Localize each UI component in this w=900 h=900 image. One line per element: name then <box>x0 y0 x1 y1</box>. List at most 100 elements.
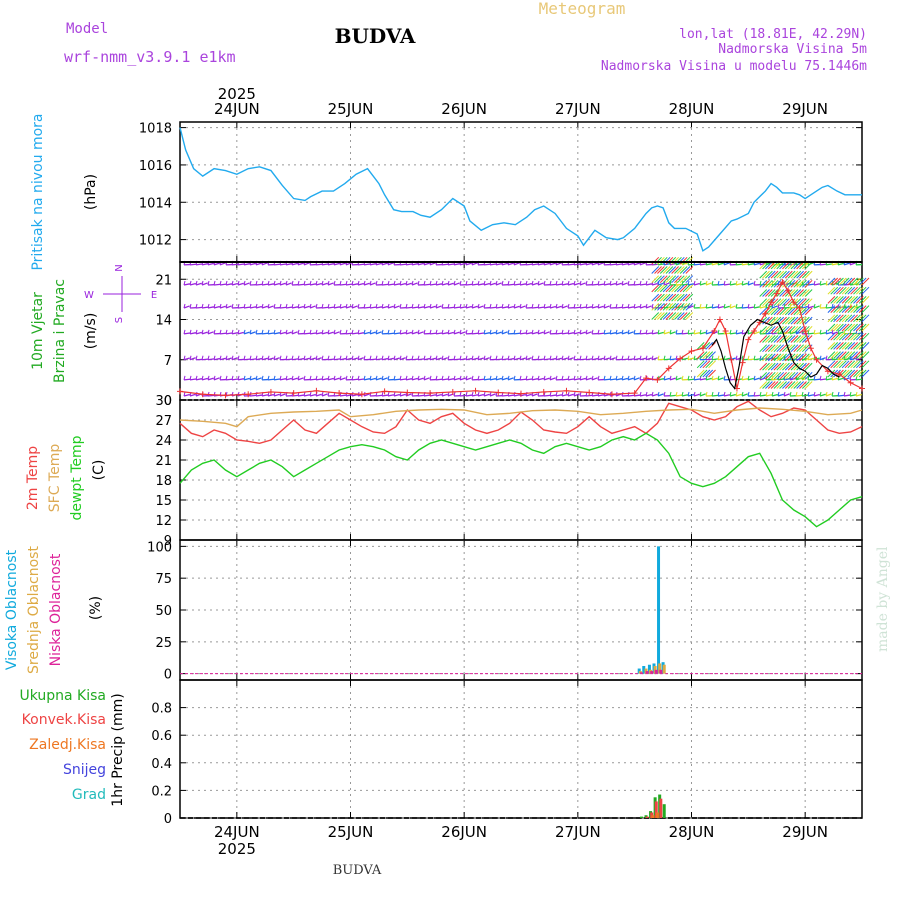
wind-barb <box>762 353 770 362</box>
wind-barb <box>783 306 791 309</box>
wind-barb-flag <box>327 375 330 380</box>
wind-barb-flag <box>333 280 336 286</box>
wind-barb-flag <box>573 280 576 286</box>
wind-barb-flag <box>477 329 480 334</box>
wind-barb-flag <box>495 355 498 360</box>
wind-barb-flag <box>195 375 198 380</box>
wind-barb-flag <box>351 280 354 286</box>
wind-barb-flag <box>555 355 558 360</box>
wind-barb <box>853 277 861 286</box>
wind-barb <box>674 302 682 311</box>
wind-barb-flag <box>561 303 564 309</box>
wind-barb <box>804 298 813 307</box>
wind-barb <box>679 312 688 320</box>
wind-barb <box>573 306 581 309</box>
wind-barb-flag <box>717 280 720 286</box>
wind-barb-flag <box>471 303 474 309</box>
wind-barb <box>207 377 214 381</box>
wind-barb-flag <box>381 303 384 309</box>
wind-barb <box>762 270 770 279</box>
wind-barb <box>591 377 598 381</box>
wind-barb <box>671 312 679 320</box>
wind-barb <box>702 360 711 369</box>
wind-barb <box>759 353 768 362</box>
wind-barb <box>729 332 737 335</box>
wind-barb <box>675 394 683 397</box>
wind-barb <box>369 377 376 381</box>
wind-barb-flag <box>351 375 354 380</box>
wind-barb-flag <box>687 355 690 360</box>
wind-barb <box>333 262 340 266</box>
conv_precip-bar <box>659 798 663 818</box>
wind-barb-flag <box>405 355 408 360</box>
precip-legend-label: Snijeg <box>63 762 106 778</box>
wind-barb-flag <box>237 375 240 380</box>
wind-barb-flag <box>693 329 696 334</box>
wind-barb-flag <box>207 303 210 309</box>
wind-barb-flag <box>645 280 648 286</box>
wind-barb <box>489 393 496 397</box>
wind-barb-flag <box>693 375 696 380</box>
wind-barb <box>804 362 813 371</box>
wind-barb <box>645 283 653 286</box>
wind-barb <box>291 358 299 361</box>
wind-barb <box>853 305 861 313</box>
wind-barb-flag <box>351 303 354 309</box>
wind-barb <box>795 394 803 397</box>
wind-barb <box>549 377 556 381</box>
wind-barb <box>639 305 646 309</box>
wind-barb <box>255 394 263 397</box>
wind-barb-flag <box>237 355 240 360</box>
wind-barb <box>321 306 329 309</box>
wind-barb <box>759 316 768 325</box>
wind-barb <box>627 331 634 335</box>
wind-barb-flag <box>309 375 312 380</box>
high_cloud-bar <box>642 666 646 674</box>
wind-barb-flag <box>711 391 714 397</box>
wind-barb <box>676 302 685 311</box>
wind-barb <box>799 261 807 270</box>
wind-barb-flag <box>627 280 630 286</box>
wind-barb <box>597 262 604 266</box>
wind-barb <box>759 325 768 334</box>
y-tick-label: 7 <box>164 354 172 369</box>
wind-barb <box>833 286 841 295</box>
wind-barb <box>477 305 484 309</box>
wind-barb <box>363 263 371 266</box>
wind-barb-flag <box>495 280 498 286</box>
wind-barb <box>838 305 847 313</box>
wind-barb <box>657 293 665 302</box>
wind-barb-flag <box>273 355 276 360</box>
wind-barb <box>729 393 736 397</box>
wind-barb <box>573 282 580 286</box>
wind-barb <box>793 270 802 279</box>
wind-barb <box>654 275 662 284</box>
wind-barb-flag <box>681 391 684 397</box>
wind-barb <box>767 353 776 362</box>
wind-barb <box>519 357 526 361</box>
wind-barb <box>525 357 532 361</box>
wind-barb-flag <box>825 355 828 360</box>
wind-barb <box>858 351 867 359</box>
wind-barb <box>711 306 719 309</box>
wind-barb <box>543 394 551 397</box>
wind-barb <box>525 263 533 266</box>
wind-barb-flag <box>843 391 846 397</box>
wind-barb-flag <box>387 355 390 360</box>
y-tick-label: 12 <box>155 514 172 529</box>
wind-barb-flag <box>423 280 426 286</box>
wind-barb <box>762 298 770 307</box>
wind-barb-flag <box>603 303 606 309</box>
wind-barb <box>855 351 864 359</box>
wind-barb <box>861 369 870 378</box>
y-tick-label: 75 <box>155 572 172 587</box>
wind-barb <box>237 306 245 309</box>
wind-barb <box>849 394 857 397</box>
wind-barb <box>801 362 810 371</box>
wind-barb <box>327 282 334 286</box>
wind-barb-flag <box>639 329 642 334</box>
wind-barb-flag <box>657 329 660 334</box>
wind-barb-flag <box>321 355 324 360</box>
wind-barb-flag <box>765 391 768 397</box>
wind-barb-flag <box>465 329 468 334</box>
